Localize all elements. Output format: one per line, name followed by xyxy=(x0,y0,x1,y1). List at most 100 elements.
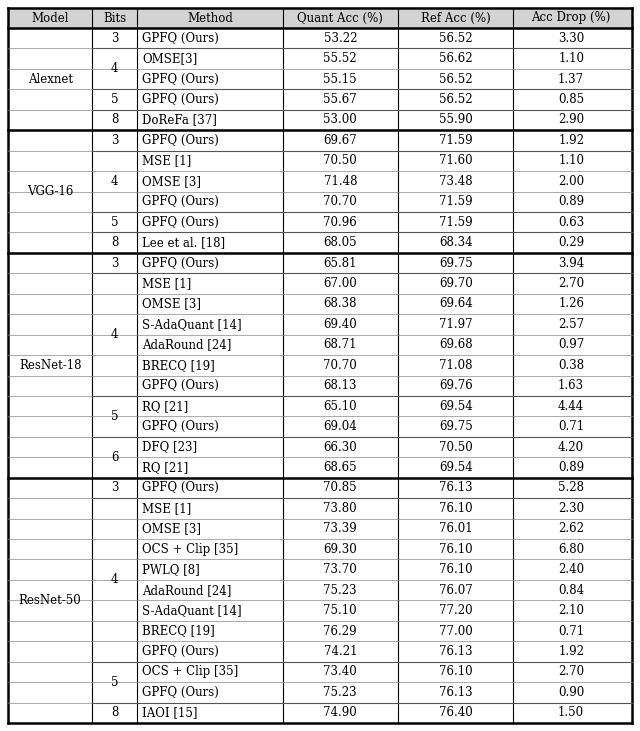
Text: 0.63: 0.63 xyxy=(558,216,584,229)
Text: 71.08: 71.08 xyxy=(439,359,472,372)
Text: Method: Method xyxy=(187,12,233,25)
Text: 73.40: 73.40 xyxy=(323,665,357,678)
Text: 68.71: 68.71 xyxy=(324,338,357,352)
Text: 76.10: 76.10 xyxy=(439,542,472,556)
Text: 67.00: 67.00 xyxy=(323,277,357,290)
Text: 3.94: 3.94 xyxy=(558,257,584,270)
Text: 3: 3 xyxy=(111,134,118,147)
Text: GPFQ (Ours): GPFQ (Ours) xyxy=(142,420,219,433)
Text: 2.90: 2.90 xyxy=(558,113,584,126)
Text: 69.54: 69.54 xyxy=(439,461,472,474)
Text: 0.89: 0.89 xyxy=(558,461,584,474)
Text: S-AdaQuant [14]: S-AdaQuant [14] xyxy=(142,604,242,617)
Text: 65.10: 65.10 xyxy=(323,400,357,413)
Text: 0.90: 0.90 xyxy=(558,686,584,699)
Text: 3.30: 3.30 xyxy=(558,31,584,45)
Text: 70.70: 70.70 xyxy=(323,359,357,372)
Text: 70.85: 70.85 xyxy=(323,482,357,494)
Text: 69.75: 69.75 xyxy=(439,420,472,433)
Text: ResNet-18: ResNet-18 xyxy=(19,359,81,372)
Text: GPFQ (Ours): GPFQ (Ours) xyxy=(142,93,219,106)
Text: GPFQ (Ours): GPFQ (Ours) xyxy=(142,134,219,147)
Text: OMSE [3]: OMSE [3] xyxy=(142,523,201,535)
Text: Ref Acc (%): Ref Acc (%) xyxy=(421,12,491,25)
Text: 3: 3 xyxy=(111,482,118,494)
Text: 3: 3 xyxy=(111,257,118,270)
Text: 4.44: 4.44 xyxy=(558,400,584,413)
Text: 76.13: 76.13 xyxy=(439,686,472,699)
Text: 2.70: 2.70 xyxy=(558,277,584,290)
Text: 4.20: 4.20 xyxy=(558,441,584,453)
Text: OMSE[3]: OMSE[3] xyxy=(142,52,197,65)
Text: Lee et al. [18]: Lee et al. [18] xyxy=(142,236,225,249)
Text: 1.26: 1.26 xyxy=(558,298,584,311)
Text: 3: 3 xyxy=(111,31,118,45)
Text: Quant Acc (%): Quant Acc (%) xyxy=(298,12,383,25)
Text: 8: 8 xyxy=(111,236,118,249)
Text: 68.05: 68.05 xyxy=(323,236,357,249)
Text: 1.50: 1.50 xyxy=(558,706,584,719)
Text: GPFQ (Ours): GPFQ (Ours) xyxy=(142,482,219,494)
Text: 2.30: 2.30 xyxy=(558,502,584,515)
Text: 69.40: 69.40 xyxy=(323,318,357,331)
Text: 66.30: 66.30 xyxy=(323,441,357,453)
Text: 2.70: 2.70 xyxy=(558,665,584,678)
Text: 71.59: 71.59 xyxy=(439,216,472,229)
Text: ResNet-50: ResNet-50 xyxy=(19,594,81,607)
Text: 0.71: 0.71 xyxy=(558,420,584,433)
Text: 69.68: 69.68 xyxy=(439,338,472,352)
Text: OMSE [3]: OMSE [3] xyxy=(142,175,201,188)
Text: 68.65: 68.65 xyxy=(323,461,357,474)
Text: MSE [1]: MSE [1] xyxy=(142,277,191,290)
Text: 69.64: 69.64 xyxy=(439,298,472,311)
Text: 70.96: 70.96 xyxy=(323,216,357,229)
Text: 73.70: 73.70 xyxy=(323,563,357,576)
Text: IAOI [15]: IAOI [15] xyxy=(142,706,198,719)
Text: 75.10: 75.10 xyxy=(323,604,357,617)
Text: 71.60: 71.60 xyxy=(439,154,472,167)
Text: 4: 4 xyxy=(111,328,118,341)
Text: 76.07: 76.07 xyxy=(439,583,472,596)
Text: 2.57: 2.57 xyxy=(558,318,584,331)
Text: GPFQ (Ours): GPFQ (Ours) xyxy=(142,216,219,229)
Text: 71.48: 71.48 xyxy=(324,175,357,188)
Text: 56.52: 56.52 xyxy=(439,72,472,86)
Text: AdaRound [24]: AdaRound [24] xyxy=(142,338,232,352)
Text: Acc Drop (%): Acc Drop (%) xyxy=(531,12,611,25)
Text: 0.29: 0.29 xyxy=(558,236,584,249)
Text: 74.90: 74.90 xyxy=(323,706,357,719)
Text: 76.10: 76.10 xyxy=(439,502,472,515)
Text: 69.54: 69.54 xyxy=(439,400,472,413)
Text: 69.70: 69.70 xyxy=(439,277,472,290)
Text: GPFQ (Ours): GPFQ (Ours) xyxy=(142,645,219,658)
Text: 0.97: 0.97 xyxy=(558,338,584,352)
Text: 4: 4 xyxy=(111,62,118,75)
Text: 1.92: 1.92 xyxy=(558,134,584,147)
Text: 73.39: 73.39 xyxy=(323,523,357,535)
Text: GPFQ (Ours): GPFQ (Ours) xyxy=(142,379,219,393)
Text: 77.20: 77.20 xyxy=(439,604,472,617)
Text: 55.67: 55.67 xyxy=(323,93,357,106)
Text: 5: 5 xyxy=(111,410,118,423)
Text: 69.04: 69.04 xyxy=(323,420,357,433)
Text: 76.01: 76.01 xyxy=(439,523,472,535)
Text: 1.63: 1.63 xyxy=(558,379,584,393)
Text: VGG-16: VGG-16 xyxy=(27,185,74,198)
Text: DoReFa [37]: DoReFa [37] xyxy=(142,113,217,126)
Bar xyxy=(8,8,632,28)
Text: GPFQ (Ours): GPFQ (Ours) xyxy=(142,72,219,86)
Text: 76.29: 76.29 xyxy=(323,624,357,637)
Text: 2.40: 2.40 xyxy=(558,563,584,576)
Text: 1.10: 1.10 xyxy=(558,52,584,65)
Text: 69.76: 69.76 xyxy=(439,379,472,393)
Text: 5: 5 xyxy=(111,93,118,106)
Text: 56.52: 56.52 xyxy=(439,93,472,106)
Text: 0.71: 0.71 xyxy=(558,624,584,637)
Text: Alexnet: Alexnet xyxy=(28,72,72,86)
Text: RQ [21]: RQ [21] xyxy=(142,400,188,413)
Text: 8: 8 xyxy=(111,706,118,719)
Text: 71.97: 71.97 xyxy=(439,318,472,331)
Text: BRECQ [19]: BRECQ [19] xyxy=(142,624,215,637)
Text: 69.67: 69.67 xyxy=(323,134,357,147)
Text: 74.21: 74.21 xyxy=(324,645,357,658)
